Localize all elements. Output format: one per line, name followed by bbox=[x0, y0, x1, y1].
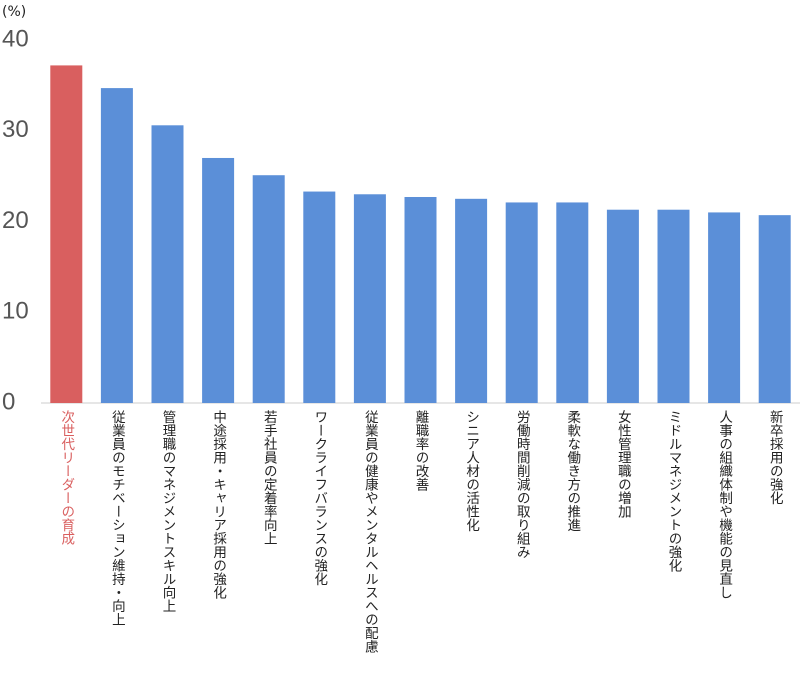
bar bbox=[202, 157, 235, 403]
x-tick-label: シニア人材の活性化 bbox=[463, 410, 480, 533]
unit-label: (%) bbox=[2, 4, 26, 20]
bar bbox=[303, 191, 336, 403]
x-tick-label: ワークライフバランスの強化 bbox=[311, 410, 328, 587]
x-tick-label: 柔軟な働き方の推進 bbox=[564, 410, 581, 533]
bar bbox=[758, 215, 791, 403]
bar bbox=[455, 198, 488, 403]
bar bbox=[353, 194, 386, 403]
x-tick-label: 労働時間削減の取り組み bbox=[514, 410, 531, 559]
bar bbox=[657, 209, 690, 403]
y-tick-label: 20 bbox=[2, 207, 29, 234]
bar bbox=[708, 212, 741, 403]
x-tick-label: 次世代リーダーの育成 bbox=[58, 410, 75, 547]
bar bbox=[606, 209, 639, 403]
x-tick-label: 中途採用・キャリア採用の強化 bbox=[210, 410, 227, 601]
bar bbox=[404, 196, 437, 403]
bar bbox=[100, 88, 133, 403]
x-tick-label: 若手社員の定着率向上 bbox=[261, 410, 278, 546]
bar bbox=[556, 202, 589, 403]
x-tick-label: 女性管理職の増加 bbox=[615, 409, 632, 520]
bar bbox=[505, 202, 538, 403]
bar bbox=[151, 125, 184, 404]
bar bbox=[252, 175, 285, 403]
x-tick-label: ミドルマネジメントの強化 bbox=[666, 410, 683, 573]
x-tick-label: 新卒採用の強化 bbox=[767, 410, 784, 506]
x-tick-label: 人事の組織体制や機能の見直し bbox=[716, 410, 733, 600]
x-tick-label: 管理職のマネジメントスキル向上 bbox=[160, 410, 177, 613]
x-tick-label: 従業員の健康やメンタルヘルスへの配慮 bbox=[362, 410, 379, 654]
bar bbox=[50, 65, 83, 403]
y-tick-label: 30 bbox=[2, 116, 29, 143]
y-tick-label: 40 bbox=[2, 25, 29, 52]
x-tick-label: 離職率の改善 bbox=[413, 410, 430, 492]
x-tick-label: 従業員のモチベーション維持・向上 bbox=[109, 410, 126, 627]
y-tick-label: 10 bbox=[2, 298, 29, 325]
y-tick-label: 0 bbox=[2, 388, 15, 415]
